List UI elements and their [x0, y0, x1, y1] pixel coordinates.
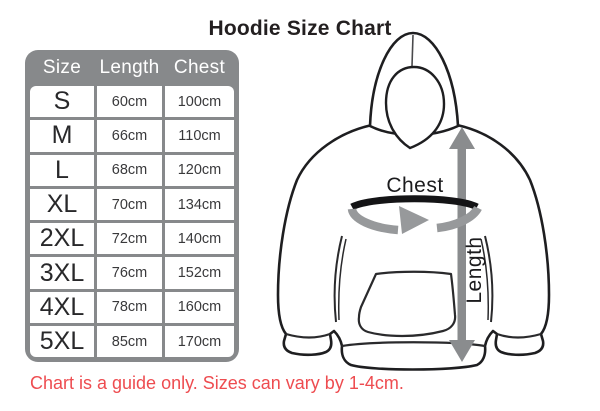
chest-cell: 120cm — [165, 154, 234, 186]
length-cell: 68cm — [97, 154, 162, 186]
right-cuff-line — [496, 332, 542, 339]
column-header-size: Size — [42, 57, 82, 78]
size-cell: L — [30, 154, 94, 186]
size-table: Size Length Chest S 60cm 100cm M 66cm 11… — [25, 50, 239, 363]
size-cell: XL — [30, 188, 94, 221]
length-cell: 85cm — [97, 326, 162, 358]
column-header-chest: Chest — [173, 57, 226, 78]
length-cell: 72cm — [97, 223, 162, 255]
length-cell: 60cm — [97, 86, 162, 118]
chest-cell: 160cm — [165, 291, 234, 324]
right-sleeve-seam — [484, 235, 494, 323]
chest-cell: 100cm — [165, 86, 234, 118]
right-sleeve-seam-inner — [480, 238, 489, 321]
column-header-length: Length — [99, 57, 160, 78]
size-cell: S — [30, 86, 94, 118]
size-cell: 4XL — [30, 291, 94, 324]
chest-arrow — [347, 195, 482, 235]
left-sleeve-seam — [333, 235, 343, 323]
hood-face-opening — [384, 65, 446, 150]
size-cell: 3XL — [30, 257, 94, 289]
hood-seam-line — [411, 34, 414, 67]
length-cell: 66cm — [97, 120, 162, 152]
hoodie-body-outline — [276, 123, 551, 371]
chest-cell: 152cm — [165, 257, 234, 289]
size-cell: M — [30, 120, 94, 152]
waistband-line — [341, 341, 486, 348]
chest-cell: 110cm — [165, 120, 234, 152]
length-cell: 70cm — [97, 188, 162, 221]
left-cuff-line — [285, 332, 331, 339]
length-measure-label: Length — [463, 236, 486, 304]
disclaimer-note: Chart is a guide only. Sizes can vary by… — [30, 373, 404, 393]
size-table-header: Size Length Chest — [30, 50, 234, 86]
chest-cell: 170cm — [165, 326, 234, 358]
size-cell: 2XL — [30, 223, 94, 255]
length-cell: 76cm — [97, 257, 162, 289]
size-table-body: S 60cm 100cm M 66cm 110cm L 68cm 120cm X… — [30, 86, 234, 358]
size-cell: 5XL — [30, 326, 94, 358]
left-sleeve-seam-inner — [338, 238, 347, 321]
length-cell: 78cm — [97, 291, 162, 324]
chest-measure-label: Chest — [386, 174, 444, 197]
pocket-outline — [357, 270, 457, 338]
page-title-text: Hoodie Size Chart — [208, 17, 392, 40]
chest-cell: 134cm — [165, 188, 234, 221]
length-arrow — [449, 127, 475, 362]
chest-cell: 140cm — [165, 223, 234, 255]
